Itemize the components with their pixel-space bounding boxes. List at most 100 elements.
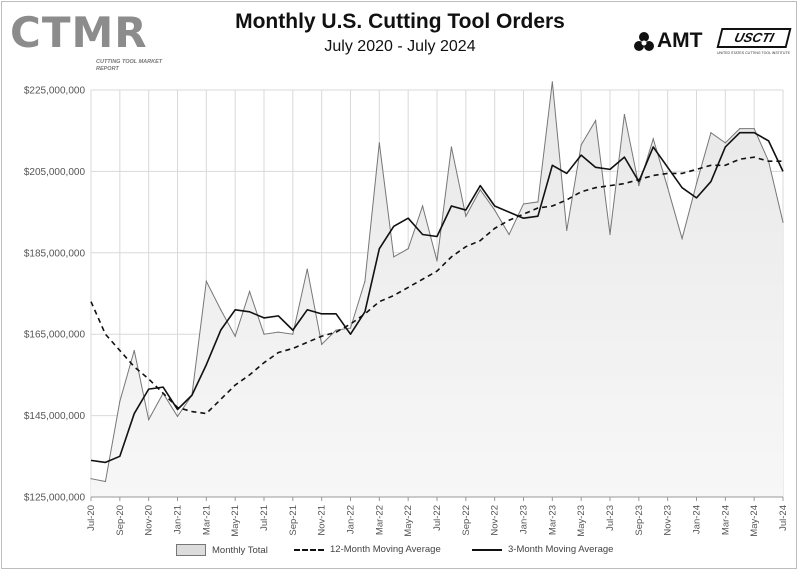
x-tick-label: Nov-20	[144, 505, 155, 536]
y-tick-label: $165,000,000	[24, 330, 86, 341]
x-tick-label: May-22	[403, 505, 414, 537]
legend-swatch-area	[176, 544, 206, 556]
ctmr-logo: CTMR CUTTING TOOL MARKET REPORT	[10, 8, 162, 74]
monthly-total-point	[450, 146, 453, 148]
monthly-total-point	[393, 256, 395, 258]
chart-legend: Monthly Total 12-Month Moving Average 3-…	[0, 540, 800, 564]
monthly-total-point	[436, 260, 438, 262]
amt-logo-icon	[634, 32, 654, 51]
monthly-total-point	[378, 142, 380, 144]
monthly-total-point	[566, 229, 568, 232]
moving-average-lines	[90, 131, 784, 464]
x-tick-label: Jan-24	[692, 505, 703, 534]
monthly-total-point	[421, 205, 424, 207]
monthly-total-point	[681, 237, 683, 240]
monthly-total-point	[638, 185, 640, 187]
monthly-total-point	[479, 189, 481, 191]
monthly-total-point	[321, 343, 323, 345]
x-tick-label: Jul-20	[86, 505, 97, 531]
monthly-total-point	[551, 81, 553, 83]
monthly-total-point	[119, 400, 121, 402]
legend-label-monthly-total: Monthly Total	[212, 544, 268, 556]
monthly-total-point	[522, 203, 525, 205]
monthly-total-point	[652, 138, 654, 140]
x-tick-label: Nov-21	[317, 505, 328, 536]
3-month-average-line	[90, 131, 784, 464]
monthly-total-point	[667, 187, 669, 189]
monthly-total-point	[133, 349, 135, 352]
axes: $125,000,000 $145,000,000 $165,000,000 $185…	[24, 86, 789, 537]
monthly-total-point	[623, 113, 626, 116]
monthly-total-point	[90, 478, 92, 480]
monthly-total-point	[277, 331, 280, 333]
monthly-total-area-layer	[90, 81, 784, 498]
x-tick-label: Mar-23	[547, 505, 558, 535]
x-tick-label: Sep-21	[288, 505, 299, 536]
amt-logo-text: AMT	[657, 29, 703, 52]
monthly-total-point	[508, 233, 510, 236]
x-tick-label: May-21	[230, 505, 241, 537]
x-tick-label: Sep-23	[634, 505, 645, 536]
monthly-total-point	[205, 280, 207, 282]
x-tick-label: Sep-22	[461, 505, 472, 536]
monthly-total-point	[148, 419, 150, 421]
x-tick-label: May-24	[749, 505, 760, 537]
x-tick-label: Jul-21	[259, 505, 270, 531]
monthly-total-point	[594, 119, 597, 122]
x-tick-label: Jan-22	[346, 505, 357, 534]
monthly-total-point	[104, 480, 107, 483]
x-tick-label: Sep-20	[115, 505, 126, 536]
monthly-total-point	[263, 333, 265, 335]
chart-subtitle: July 2020 - July 2024	[324, 38, 476, 55]
monthly-total-point	[176, 415, 179, 418]
y-tick-label: $185,000,000	[24, 248, 86, 259]
monthly-total-point	[407, 248, 409, 250]
monthly-total-point	[220, 309, 222, 311]
x-tick-label: Mar-21	[201, 505, 212, 535]
legend-item-monthly-total: Monthly Total	[176, 544, 268, 556]
monthly-total-point	[753, 128, 755, 130]
x-tick-label: Jan-23	[519, 505, 530, 534]
x-tick-label: Mar-24	[720, 505, 731, 535]
usctr-logo-subtitle: UNITED STATES CUTTING TOOL INSTITUTE	[717, 51, 790, 55]
x-tick-label: Nov-22	[490, 505, 501, 536]
monthly-total-point	[609, 233, 611, 236]
x-tick-label: Jul-23	[605, 505, 616, 531]
ctmr-logo-text: CTMR	[10, 8, 148, 57]
legend-item-3-month-average: 3-Month Moving Average	[472, 544, 613, 555]
monthly-total-point	[364, 280, 366, 282]
legend-label-12-month-average: 12-Month Moving Average	[330, 544, 441, 555]
monthly-total-point	[292, 333, 294, 335]
ctmr-logo-subtitle: CUTTING TOOL MARKET REPORT	[96, 59, 163, 72]
x-tick-label: Jul-22	[432, 505, 443, 531]
x-tick-label: May-23	[576, 505, 587, 537]
legend-swatch-solid	[472, 548, 502, 551]
monthly-total-point	[695, 183, 698, 185]
monthly-total-point	[248, 290, 251, 293]
monthly-total-point	[739, 128, 741, 130]
monthly-total-point	[580, 144, 582, 146]
12-month-average-line	[90, 156, 783, 415]
monthly-total-point	[234, 335, 236, 337]
monthly-total-point	[710, 132, 712, 134]
monthly-total-point	[537, 201, 539, 203]
x-tick-label: Jan-21	[173, 505, 184, 534]
legend-item-12-month-average: 12-Month Moving Average	[294, 544, 441, 555]
monthly-total-point	[465, 215, 467, 217]
x-tick-label: Nov-23	[663, 505, 674, 536]
y-tick-label: $225,000,000	[24, 86, 86, 97]
amt-usctr-logos: AMT USCTI UNITED STATES CUTTING TOOL INS…	[633, 28, 793, 62]
monthly-total-area	[91, 81, 783, 498]
x-tick-label: Jul-24	[778, 505, 789, 531]
chart-title: Monthly U.S. Cutting Tool Orders	[235, 10, 565, 33]
y-tick-label: $205,000,000	[24, 167, 86, 178]
monthly-total-point	[782, 221, 784, 223]
monthly-total-point	[494, 209, 496, 211]
y-tick-label: $145,000,000	[24, 411, 86, 422]
legend-label-3-month-average: 3-Month Moving Average	[508, 544, 614, 555]
x-tick-label: Mar-22	[374, 505, 385, 535]
y-tick-label: $125,000,000	[24, 493, 86, 504]
monthly-total-point	[724, 142, 726, 144]
monthly-total-point	[335, 329, 337, 331]
legend-swatch-dashed	[294, 548, 324, 551]
